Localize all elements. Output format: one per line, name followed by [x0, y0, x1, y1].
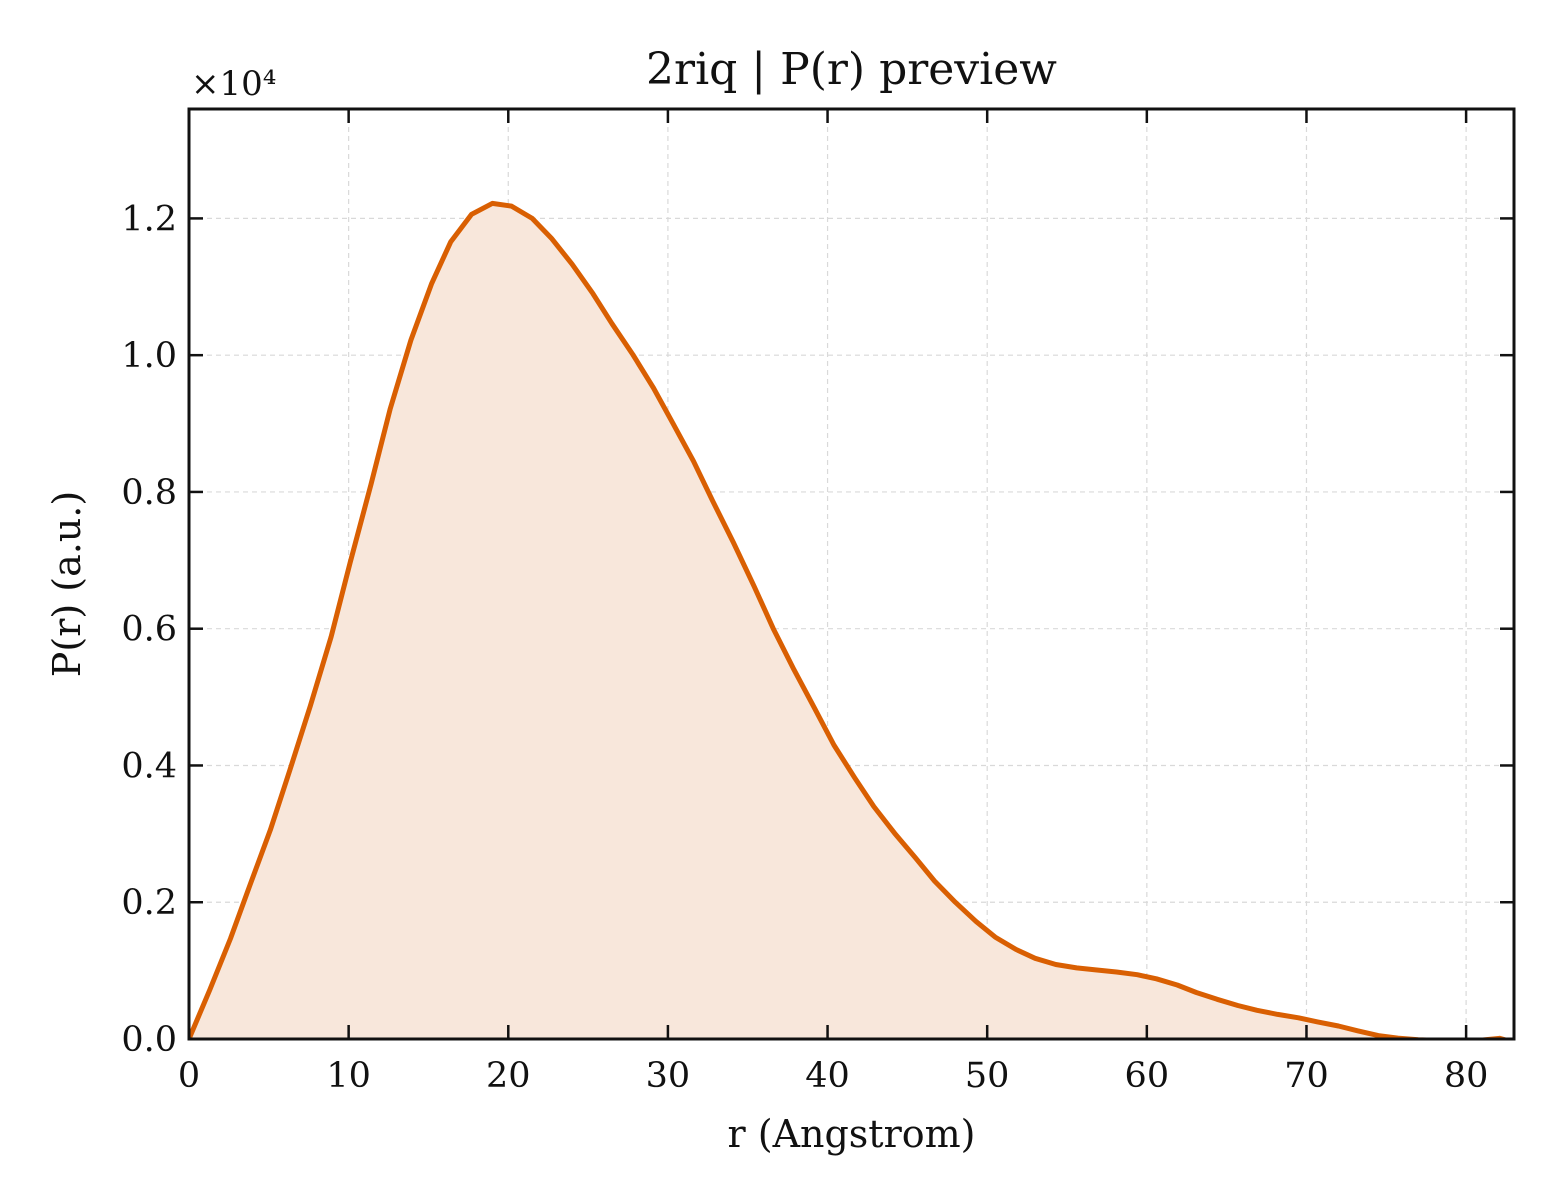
x-tick-label: 0 — [178, 1056, 200, 1096]
plot-frame — [187, 107, 1516, 1041]
x-tick-label: 80 — [1444, 1056, 1489, 1096]
pr-area-fill — [189, 203, 1514, 1039]
x-tick-label: 50 — [965, 1056, 1010, 1096]
ticks: 0 10 20 30 40 50 60 70 80 0.0 0.2 0.4 0.6 0.8 1.0 1.2 — [121, 109, 1514, 1096]
y-tick-label: 0.6 — [121, 610, 177, 650]
y-tick-label: 0.8 — [121, 473, 177, 513]
area-layer — [189, 203, 1514, 1039]
y-tick-label: 0.2 — [121, 883, 177, 923]
x-tick-label: 10 — [326, 1056, 371, 1096]
y-axis-label: P(r) (a.u.) — [45, 491, 89, 677]
x-tick-label: 60 — [1125, 1056, 1170, 1096]
chart-title: 2riq | P(r) preview — [646, 44, 1057, 95]
x-tick-label: 30 — [646, 1056, 691, 1096]
pr-curve-line — [189, 200, 1512, 1039]
x-tick-label: 70 — [1284, 1056, 1329, 1096]
y-tick-label: 0.0 — [121, 1020, 177, 1060]
x-axis-label: r (Angstrom) — [728, 1112, 976, 1156]
line-layer — [189, 200, 1512, 1039]
x-tick-label: 40 — [805, 1056, 850, 1096]
y-tick-label: 0.4 — [121, 746, 177, 786]
y-axis-multiplier: ×10⁴ — [191, 64, 276, 104]
x-tick-label: 20 — [486, 1056, 531, 1096]
y-tick-label: 1.2 — [121, 199, 177, 239]
y-tick-label: 1.0 — [121, 336, 177, 376]
